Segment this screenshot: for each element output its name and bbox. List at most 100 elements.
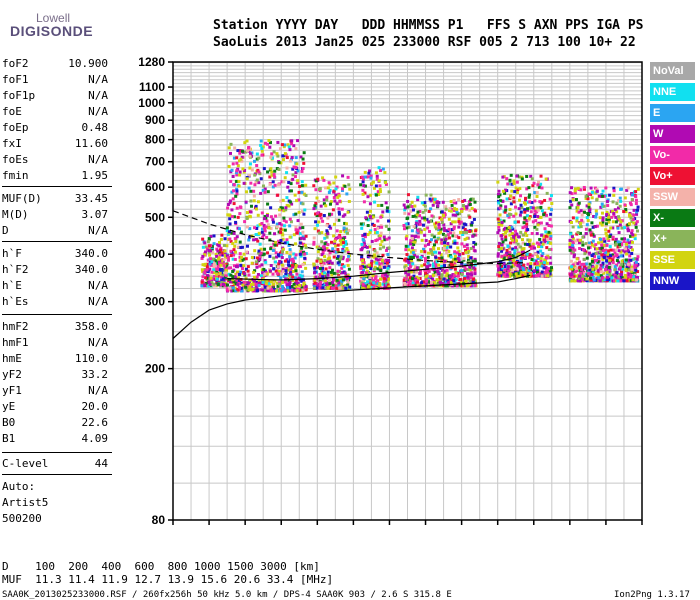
echo-point — [342, 228, 346, 232]
echo-point — [623, 273, 627, 277]
echo-point — [608, 245, 612, 249]
echo-point — [449, 200, 453, 204]
echo-point — [427, 229, 431, 233]
echo-point — [344, 240, 348, 244]
echo-point — [321, 275, 325, 279]
echo-point — [420, 216, 424, 220]
echo-point — [380, 239, 384, 243]
echo-point — [369, 267, 373, 271]
echo-point — [209, 276, 213, 280]
echo-point — [539, 215, 543, 219]
echo-point — [459, 230, 463, 234]
echo-point — [611, 220, 615, 224]
echo-point — [573, 262, 577, 266]
echo-point — [426, 261, 430, 265]
echo-point — [633, 233, 637, 237]
echo-point — [263, 283, 267, 287]
echo-point — [435, 258, 439, 262]
echo-point — [544, 259, 548, 263]
echo-point — [212, 242, 216, 246]
echo-point — [511, 263, 515, 267]
echo-point — [235, 179, 239, 183]
echo-point — [631, 278, 635, 282]
echo-point — [605, 275, 609, 279]
echo-point — [236, 287, 240, 291]
echo-point — [636, 187, 640, 191]
echo-point — [340, 189, 344, 193]
echo-point — [458, 277, 462, 281]
echo-point — [368, 231, 372, 235]
echo-point — [405, 284, 409, 288]
echo-point — [224, 255, 228, 259]
echo-point — [418, 269, 422, 273]
echo-point — [263, 285, 267, 289]
echo-point — [293, 276, 297, 280]
echo-point — [285, 166, 289, 170]
echo-point — [496, 269, 500, 273]
param-separator — [2, 452, 112, 453]
echo-point — [226, 232, 230, 236]
echo-point — [228, 217, 232, 221]
echo-point — [290, 142, 294, 146]
echo-point — [301, 226, 305, 230]
echo-point — [256, 224, 260, 228]
echo-point — [540, 270, 544, 274]
echo-point — [374, 184, 378, 188]
echo-point — [253, 275, 257, 279]
echo-point — [327, 181, 331, 185]
echo-point — [321, 219, 325, 223]
echo-point — [295, 272, 299, 276]
echo-point — [324, 204, 328, 208]
echo-point — [496, 217, 500, 221]
echo-point — [604, 223, 608, 227]
echo-point — [337, 284, 341, 288]
echo-point — [418, 219, 422, 223]
echo-point — [628, 222, 632, 226]
echo-point — [539, 205, 543, 209]
echo-point — [440, 275, 444, 279]
echo-point — [369, 276, 373, 280]
echo-point — [315, 286, 319, 290]
echo-point — [436, 269, 440, 273]
echo-point — [447, 227, 451, 231]
echo-point — [272, 247, 276, 251]
y-tick-label: 700 — [145, 155, 165, 169]
echo-point — [277, 269, 281, 273]
echo-point — [386, 272, 390, 276]
echo-point — [468, 272, 472, 276]
echo-point — [346, 210, 350, 214]
echo-point — [336, 256, 340, 260]
echo-point — [590, 243, 594, 247]
echo-point — [232, 248, 236, 252]
echo-point — [442, 228, 446, 232]
profile-curve — [172, 210, 527, 265]
echo-point — [455, 284, 459, 288]
echo-point — [314, 201, 318, 205]
echo-point — [545, 237, 549, 241]
echo-point — [347, 258, 351, 262]
echo-point — [570, 203, 574, 207]
echo-point — [446, 241, 450, 245]
echo-point — [518, 265, 522, 269]
echo-point — [260, 230, 264, 234]
echo-point — [501, 232, 505, 236]
echo-point — [530, 254, 534, 258]
echo-point — [508, 250, 512, 254]
echo-point — [635, 264, 639, 268]
echo-point — [228, 286, 232, 290]
echo-point — [602, 249, 606, 253]
echo-point — [453, 220, 457, 224]
echo-point — [330, 212, 334, 216]
param-value: 22.6 — [81, 416, 109, 429]
echo-point — [502, 262, 506, 266]
echo-point — [363, 191, 367, 195]
echo-point — [244, 285, 248, 289]
echo-point — [463, 237, 467, 241]
echo-point — [382, 265, 386, 269]
echo-point — [297, 286, 301, 290]
echo-point — [574, 198, 578, 202]
echo-point — [232, 282, 236, 286]
echo-point — [299, 155, 303, 159]
echo-point — [286, 143, 290, 147]
echo-point — [605, 254, 609, 258]
